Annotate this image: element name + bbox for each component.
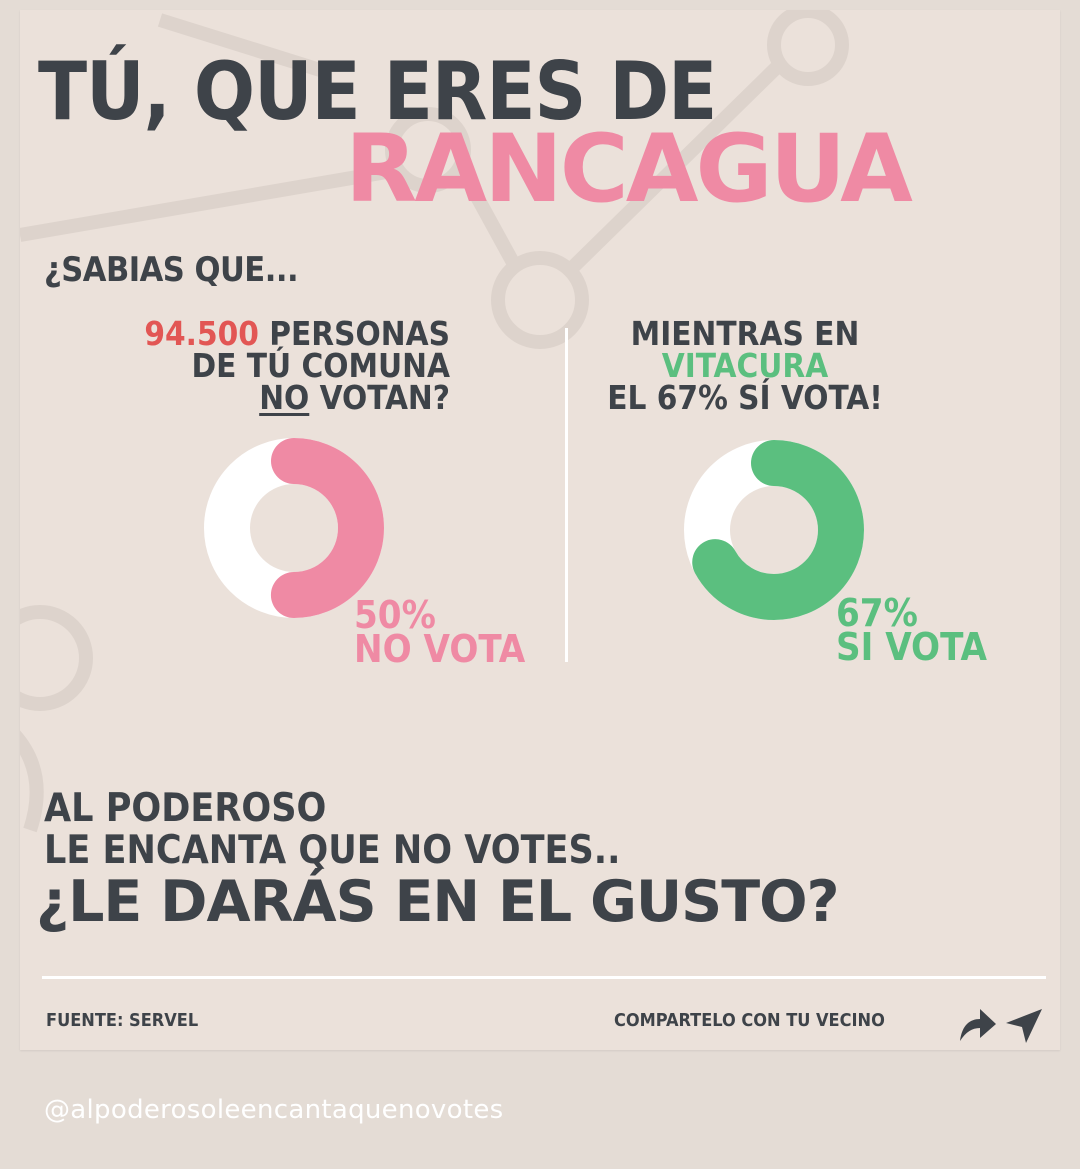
donut-arc-no-vota [204,438,384,618]
si-vota-percent: 67% [836,591,918,635]
no-vota-percent: 50% [354,593,436,637]
bottom-message: AL PODEROSO LE ENCANTA QUE NO VOTES.. [44,788,620,872]
call-to-action: ¿LE DARÁS EN EL GUSTO? [36,869,840,935]
horizontal-divider [42,976,1046,979]
non-voters-count: 94.500 [144,314,259,353]
donut-label-no-vota: 50% NO VOTA [354,593,526,671]
account-handle[interactable]: @alpoderosoleencantaquenovotes [44,1095,504,1125]
left-stat-no: NO [259,378,310,417]
left-stat-text-1: PERSONAS [269,314,450,353]
vertical-divider [565,328,568,662]
bottom-line-1: AL PODEROSO [44,786,327,831]
subtitle: ¿SABIAS QUE... [44,250,299,290]
donut-label-si-vota: 67% SI VOTA [836,591,987,669]
right-stat-place: VITACURA [661,346,829,385]
right-stat-text-1: MIENTRAS EN [630,314,860,353]
source-label: FUENTE: SERVEL [46,1010,199,1031]
title-line-1: TÚ, QUE ERES DE [38,45,717,138]
donut-chart-si-vota [684,440,864,620]
right-stat-text-3: EL 67% SÍ VOTA! [607,378,883,417]
send-icon[interactable] [1004,1005,1044,1045]
infographic-card: TÚ, QUE ERES DE RANCAGUA ¿SABIAS QUE... … [20,10,1060,1050]
left-stat: 94.500 PERSONAS DE TÚ COMUNA NO VOTAN? [80,317,450,417]
donut-arc-si-vota [684,440,864,620]
share-arrow-icon[interactable] [956,1005,998,1045]
right-stat: MIENTRAS EN VITACURA EL 67% SÍ VOTA! [580,314,910,417]
left-stat-votan: VOTAN? [319,378,450,417]
background-decoration [20,10,849,833]
no-vota-text: NO VOTA [354,627,526,671]
donut-chart-no-vota [204,438,384,618]
si-vota-text: SI VOTA [836,625,987,669]
share-label: COMPARTELO CON TU VECINO [614,1010,885,1031]
title-city: RANCAGUA [345,115,913,224]
bottom-line-2: LE ENCANTA QUE NO VOTES.. [44,828,621,873]
left-stat-text-2: DE TÚ COMUNA [191,346,450,385]
